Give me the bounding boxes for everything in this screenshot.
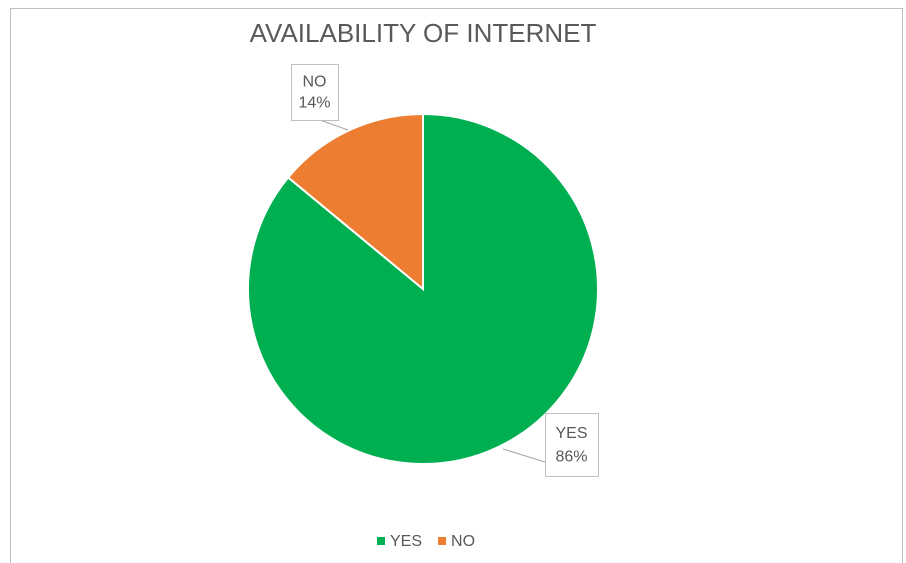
chart-title: AVAILABILITY OF INTERNET xyxy=(250,18,597,48)
label-box xyxy=(545,413,599,477)
label-category: NO xyxy=(303,74,327,91)
leader-line xyxy=(319,119,349,131)
legend-label: YES xyxy=(390,533,422,550)
label-value: 14% xyxy=(298,94,330,111)
label-category: YES xyxy=(555,425,587,442)
legend-swatch xyxy=(438,537,447,545)
legend-label: NO xyxy=(451,533,475,550)
legend-swatch xyxy=(377,537,385,545)
label-box xyxy=(291,64,339,121)
label-value: 86% xyxy=(555,448,587,465)
leader-line xyxy=(502,448,546,463)
pie-slice xyxy=(286,112,424,292)
